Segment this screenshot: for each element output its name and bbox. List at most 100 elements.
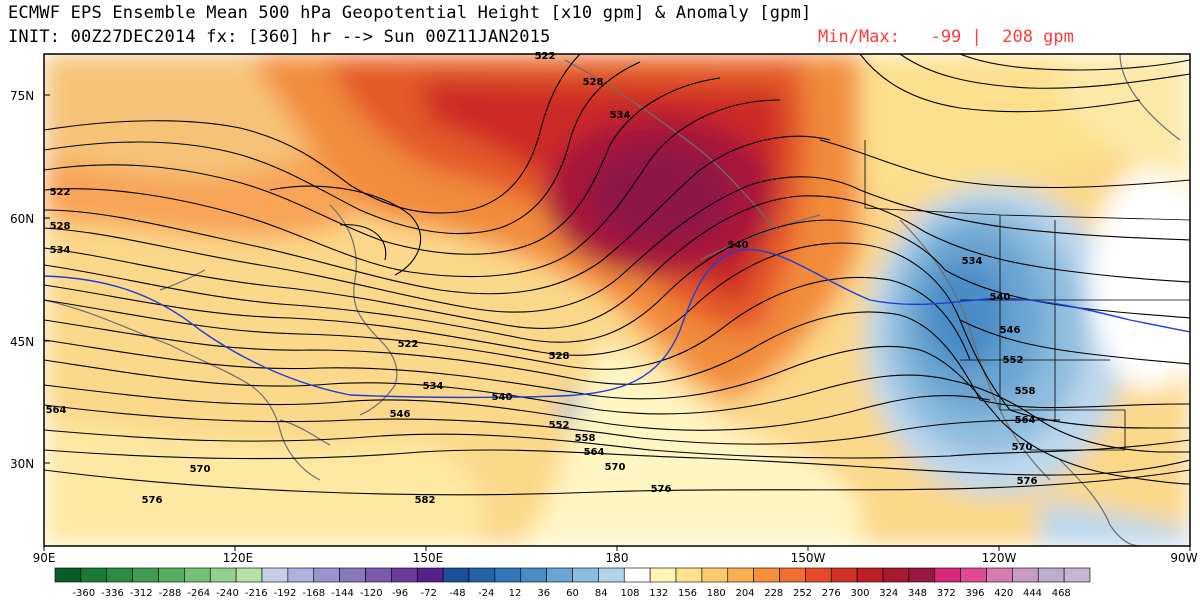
lat-label: 30N: [10, 457, 34, 471]
colorbar-swatch: [494, 567, 522, 583]
colorbar-swatch: [960, 567, 987, 583]
colorbar-swatch: [54, 567, 82, 583]
lon-label: 90W: [1170, 551, 1197, 565]
colorbar-label: 252: [793, 588, 812, 599]
colorbar-swatch: [158, 567, 185, 583]
lat-label: 45N: [10, 335, 34, 349]
colorbar-swatch: [106, 567, 133, 583]
contour-label: 522: [398, 339, 419, 350]
540-dam-line: [44, 248, 1190, 399]
contour-label: 582: [415, 495, 436, 506]
colorbar-label: -48: [449, 588, 465, 599]
colorbar-swatch: [261, 567, 289, 583]
colorbar-label: 348: [908, 588, 927, 599]
colorbar-label: 420: [994, 588, 1013, 599]
colorbar-label: 84: [595, 588, 608, 599]
colorbar-label: 444: [1023, 588, 1042, 599]
contour-label: 546: [1000, 325, 1021, 336]
contour-label: 552: [549, 420, 570, 431]
colorbar-swatch: [416, 567, 444, 583]
colorbar-label: -264: [187, 588, 210, 599]
colorbar-swatch: [132, 567, 159, 583]
colorbar-label: 108: [620, 588, 639, 599]
contour-label: 534: [50, 245, 71, 256]
colorbar-swatch: [856, 567, 884, 583]
colorbar-label: -288: [159, 588, 182, 599]
colorbar-label: 300: [850, 588, 869, 599]
contour-label: 576: [1017, 476, 1038, 487]
colorbar-label: -24: [478, 588, 494, 599]
colorbar-swatch: [468, 567, 496, 583]
colorbar-swatch: [235, 567, 263, 583]
colorbar-swatch: [779, 567, 806, 583]
colorbar-swatch: [1012, 567, 1039, 583]
contour-label: 540: [492, 392, 513, 403]
colorbar-label: 36: [537, 588, 550, 599]
colorbar-swatch: [391, 567, 418, 583]
colorbar-swatch: [1037, 567, 1065, 583]
colorbar-swatch: [546, 567, 573, 583]
colorbar-swatch: [598, 567, 625, 583]
lon-label: 120E: [223, 551, 254, 565]
lon-label: 90E: [33, 551, 56, 565]
colorbar-swatch: [649, 567, 677, 583]
colorbar-swatch: [442, 567, 470, 583]
map-panel: [44, 54, 1190, 546]
contour-label: 552: [1003, 355, 1024, 366]
colorbar-label: -144: [331, 588, 354, 599]
colorbar-label: 468: [1052, 588, 1071, 599]
colorbar-swatch: [80, 567, 108, 583]
contour-label: 528: [549, 351, 570, 362]
colorbar-label: -216: [245, 588, 268, 599]
contour-label: 564: [1015, 415, 1036, 426]
axis-ticks: [43, 94, 1191, 551]
colorbar-swatch: [727, 567, 754, 583]
contour-label: 576: [142, 495, 163, 506]
colorbar-label: 396: [965, 588, 984, 599]
map-subtitle: INIT: 00Z27DEC2014 fx: [360] hr --> Sun …: [8, 27, 551, 47]
anomaly-shading: [44, 54, 1190, 546]
colorbar-label: -192: [274, 588, 297, 599]
colorbar-label: 276: [822, 588, 841, 599]
contour-label: 576: [651, 484, 672, 495]
colorbar-swatch: [313, 567, 340, 583]
colorbar-swatch: [753, 567, 780, 583]
contour-label: 558: [575, 433, 596, 444]
colorbar-swatch: [623, 567, 651, 583]
contour-label: 522: [535, 51, 556, 62]
colorbar-label: 372: [937, 588, 956, 599]
colorbar-swatch: [572, 567, 599, 583]
contour-label: 528: [50, 221, 71, 232]
lat-label: 75N: [10, 89, 34, 103]
lon-label: 150W: [791, 551, 826, 565]
contour-label: 528: [583, 77, 604, 88]
colorbar-swatch: [675, 567, 703, 583]
colorbar-label: 324: [879, 588, 898, 599]
contour-label: 570: [1012, 442, 1033, 453]
colorbar-swatch: [882, 567, 910, 583]
colorbar-label: 180: [707, 588, 726, 599]
colorbar-label: 132: [649, 588, 668, 599]
colorbar-swatch: [830, 567, 858, 583]
contour-label: 534: [962, 256, 983, 267]
lon-label: 120W: [982, 551, 1017, 565]
map-title: ECMWF EPS Ensemble Mean 500 hPa Geopoten…: [8, 3, 812, 23]
lat-label: 60N: [10, 212, 34, 226]
colorbar-label: -96: [392, 588, 408, 599]
contour-label: 570: [605, 462, 626, 473]
colorbar-label: 60: [566, 588, 579, 599]
contour-label: 570: [190, 464, 211, 475]
longitude-labels: 90E 120E 150E 180 150W 120W 90W: [33, 551, 1198, 565]
colorbar-label: -312: [130, 588, 153, 599]
height-contours: [44, 54, 1190, 496]
contour-label: 540: [990, 292, 1011, 303]
lon-label: 180: [606, 551, 629, 565]
colorbar-swatch: [934, 567, 961, 583]
colorbar-swatch: [209, 567, 237, 583]
colorbar-swatch: [805, 567, 832, 583]
colorbar-label: -168: [302, 588, 325, 599]
colorbar-label: -336: [101, 588, 124, 599]
colorbar-swatch: [701, 567, 729, 583]
colorbar-swatch: [184, 567, 211, 583]
